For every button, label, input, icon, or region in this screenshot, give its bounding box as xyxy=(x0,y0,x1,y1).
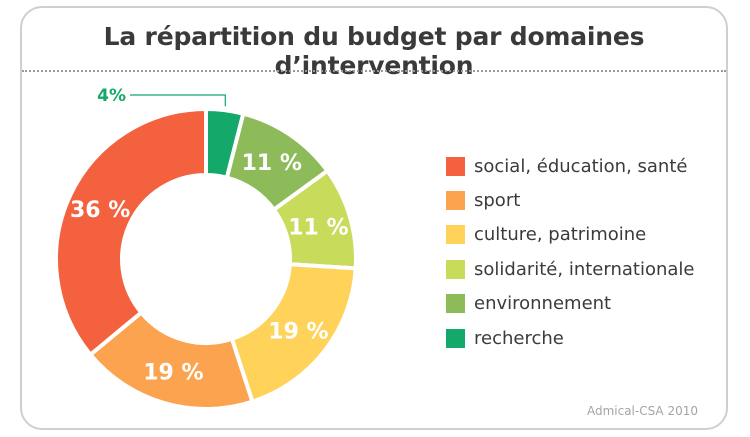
slice-label-environnement: 11 % xyxy=(242,151,302,176)
legend-label: social, éducation, santé xyxy=(474,155,688,177)
slice-label-social-ducation-sant: 36 % xyxy=(70,198,130,223)
legend-swatch xyxy=(446,156,465,176)
legend-swatch xyxy=(446,191,465,211)
slice-label-culture-patrimoine: 19 % xyxy=(268,320,328,345)
legend-item-culture-patrimoine: culture, patrimoine xyxy=(446,218,694,252)
chart-card: La répartition du budget par domaines d’… xyxy=(20,6,728,430)
legend-swatch xyxy=(446,259,465,279)
slice-label-recherche: 4% xyxy=(97,86,126,106)
legend-label: environnement xyxy=(474,293,612,315)
legend-label: recherche xyxy=(474,327,564,349)
legend-swatch xyxy=(446,328,465,348)
legend-swatch xyxy=(446,294,465,314)
legend-item-social-ducation-sant: social, éducation, santé xyxy=(446,149,694,183)
legend-label: solidarité, internationale xyxy=(474,258,695,280)
chart-title: La répartition du budget par domaines d’… xyxy=(103,22,645,80)
slice-label-sport: 19 % xyxy=(143,360,203,385)
source-credit: Admical-CSA 2010 xyxy=(586,404,698,418)
callout-line-recherche xyxy=(130,94,226,107)
legend-label: culture, patrimoine xyxy=(474,224,647,246)
title-divider xyxy=(22,70,726,72)
chart-legend: social, éducation, santé sport culture, pa… xyxy=(446,149,694,355)
legend-item-environnement: environnement xyxy=(446,287,694,321)
legend-label: sport xyxy=(474,190,521,212)
slice-label-solidarit-internationale: 11 % xyxy=(288,215,348,240)
legend-item-solidarit-internationale: solidarité, internationale xyxy=(446,252,694,286)
donut-chart: 4% 11 % 11 % 19 % 19 % 36 % xyxy=(54,86,358,411)
legend-swatch xyxy=(446,225,465,245)
slice-social-ducation-sant xyxy=(54,106,208,358)
legend-item-recherche: recherche xyxy=(446,321,694,355)
legend-item-sport: sport xyxy=(446,183,694,217)
